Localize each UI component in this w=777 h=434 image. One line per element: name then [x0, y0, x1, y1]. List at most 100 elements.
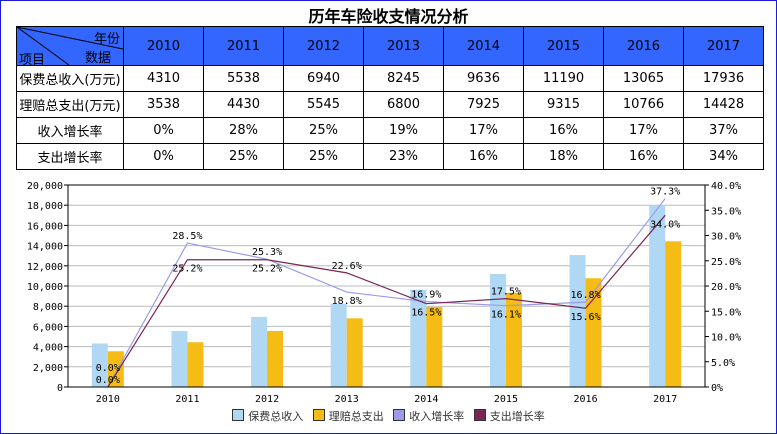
data-label: 15.6% [571, 312, 601, 323]
table-cell: 17936 [683, 65, 764, 92]
table-row: 支出增长率 0% 25% 25% 23% 16% 18% 16% 34% [16, 143, 764, 170]
table-cell: 17% [603, 117, 684, 144]
table-cell: 4430 [203, 91, 284, 118]
data-table: 年份 数据 项目 2010 2011 2012 2013 2014 2015 2… [16, 26, 764, 170]
x-tick-label: 2012 [255, 394, 279, 405]
table-cell: 13065 [603, 65, 684, 92]
table-cell: 8245 [363, 65, 444, 92]
y-left-tick-label: 0 [57, 383, 63, 394]
data-label: 34.0% [650, 219, 680, 230]
table-cell: 4310 [123, 65, 204, 92]
legend-item-income[interactable]: 保费总收入 [232, 409, 304, 423]
data-label: 37.3% [650, 187, 680, 198]
table-row: 收入增长率 0% 28% 25% 19% 17% 16% 17% 37% [16, 117, 764, 144]
bar-expense [665, 241, 682, 387]
bar-expense [107, 351, 124, 387]
table-cell: 5538 [203, 65, 284, 92]
bar-income [410, 289, 427, 387]
chart-legend: 保费总收入 理赔总支出 收入增长率 支出增长率 [0, 408, 777, 424]
table-cell: 14428 [683, 91, 764, 118]
bar-income [91, 343, 108, 387]
data-label: 25.2% [252, 264, 282, 275]
table-cell: 25% [283, 117, 364, 144]
x-tick-label: 2011 [175, 394, 199, 405]
table-cell: 34% [683, 143, 764, 170]
data-label: 16.5% [411, 308, 441, 319]
legend-label: 保费总收入 [248, 410, 304, 423]
table-cell: 3538 [123, 91, 204, 118]
table-cell: 10766 [603, 91, 684, 118]
table-cell: 25% [283, 143, 364, 170]
y-right-tick-label: 35.0% [711, 206, 741, 217]
year-header: 2011 [203, 26, 284, 66]
bar-expense [267, 330, 284, 387]
y-left-tick-label: 16,000 [27, 221, 63, 232]
bar-expense [585, 278, 602, 387]
year-header: 2017 [683, 26, 764, 66]
legend-item-expense[interactable]: 理赔总支出 [312, 409, 384, 423]
table-cell: 37% [683, 117, 764, 144]
y-right-tick-label: 15.0% [711, 307, 741, 318]
y-right-tick-label: 25.0% [711, 257, 741, 268]
legend-swatch [393, 409, 406, 421]
data-label: 22.6% [332, 261, 362, 272]
table-cell: 11190 [523, 65, 604, 92]
legend-label: 理赔总支出 [328, 410, 384, 423]
bar-income [251, 316, 268, 387]
corner-data-label: 数据 [84, 51, 111, 66]
row-label: 理赔总支出(万元) [16, 91, 124, 118]
table-row: 保费总收入(万元) 4310 5538 6940 8245 9636 11190 13065 1… [16, 65, 764, 92]
line-expense-growth [107, 214, 666, 388]
data-label: 0.0% [96, 363, 120, 374]
legend-swatch [232, 409, 245, 421]
bar-income [330, 303, 347, 387]
table-cell: 18% [523, 143, 604, 170]
bar-expense [505, 292, 522, 387]
y-right-tick-label: 30.0% [711, 232, 741, 243]
table-header-row: 年份 数据 项目 2010 2011 2012 2013 2014 2015 2… [16, 26, 764, 68]
year-header: 2016 [603, 26, 684, 66]
row-label: 收入增长率 [16, 117, 124, 144]
x-tick-label: 2015 [494, 394, 518, 405]
x-tick-label: 2010 [96, 394, 120, 405]
y-left-tick-label: 20,000 [27, 181, 63, 192]
y-left-tick-label: 4,000 [33, 343, 63, 354]
table-cell: 17% [443, 117, 524, 144]
data-label: 25.2% [172, 264, 202, 275]
year-header: 2010 [123, 26, 204, 66]
year-header: 2013 [363, 26, 444, 66]
table-cell: 5545 [283, 91, 364, 118]
y-left-tick-label: 2,000 [33, 363, 63, 374]
corner-year-label: 年份 [93, 32, 120, 47]
corner-item-label: 项目 [19, 53, 46, 68]
legend-swatch [312, 409, 325, 421]
y-left-tick-label: 6,000 [33, 322, 63, 333]
y-left-tick-label: 12,000 [27, 262, 63, 273]
y-right-tick-label: 5.0% [711, 358, 735, 369]
bar-income [649, 205, 666, 387]
legend-label: 支出增长率 [489, 410, 545, 423]
legend-item-income-growth[interactable]: 收入增长率 [393, 409, 464, 423]
row-label: 保费总收入(万元) [16, 65, 124, 92]
diagonal-lines [17, 27, 123, 65]
table-cell: 16% [443, 143, 524, 170]
table-row: 理赔总支出(万元) 3538 4430 5545 6800 7925 9315 10766 14… [16, 91, 764, 118]
year-header: 2012 [283, 26, 364, 66]
data-label: 28.5% [172, 231, 202, 242]
bar-income [569, 255, 586, 387]
bar-income [489, 273, 506, 387]
data-label: 16.1% [491, 310, 521, 321]
bar-income [171, 331, 188, 387]
legend-item-expense-growth[interactable]: 支出增长率 [473, 409, 545, 423]
page-title: 历年车险收支情况分析 [308, 7, 469, 26]
data-label: 18.8% [332, 296, 362, 307]
combo-chart: 0 2,000 4,000 6,000 8,000 10,000 12,000 14,000 1… [27, 181, 741, 405]
table-cell: 16% [523, 117, 604, 144]
table-cell: 0% [123, 117, 204, 144]
y-right-tick-label: 0% [711, 383, 723, 394]
table-cell: 0% [123, 143, 204, 170]
table-cell: 23% [363, 143, 444, 170]
bar-expense [346, 318, 363, 387]
data-label: 16.8% [571, 290, 601, 301]
bar-expense [187, 342, 204, 387]
